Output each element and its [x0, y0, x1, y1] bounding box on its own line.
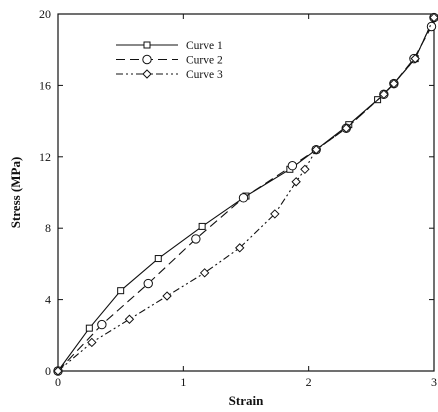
x-tick-label: 3: [431, 375, 437, 389]
series-2: [53, 12, 438, 376]
series-3-point: [300, 164, 310, 175]
series-2-point: [97, 319, 107, 330]
series-1-point: [198, 222, 206, 230]
series-2-point: [426, 21, 437, 32]
series-layer: [53, 12, 438, 376]
y-tick-label: 0: [45, 364, 51, 378]
legend-entry-2: Curve 2: [116, 55, 223, 67]
series-3-point: [87, 337, 97, 348]
series-3-point: [389, 78, 399, 89]
axes: [57, 13, 435, 372]
series-3-point: [410, 53, 420, 64]
x-tick-label: 1: [180, 375, 186, 389]
series-3-point: [162, 291, 172, 301]
x-tick-label: 2: [306, 375, 312, 389]
series-3-point: [429, 12, 438, 23]
y-tick-label: 16: [39, 78, 51, 92]
series-3-point: [199, 268, 210, 278]
series-1-point: [117, 287, 125, 295]
legend-entry-1: Curve 1: [116, 40, 223, 52]
y-tick-label: 20: [39, 7, 51, 21]
legend-marker-1: [143, 41, 151, 49]
series-3-point: [291, 177, 301, 187]
series-1-point: [85, 324, 93, 332]
y-axis-label: Stress (MPa): [8, 157, 23, 229]
series-3-point: [53, 366, 63, 376]
series-3-point: [379, 89, 389, 100]
legend-marker-3: [142, 69, 152, 79]
series-2-point: [143, 278, 153, 289]
series-3-point: [341, 123, 351, 133]
plot-frame: [57, 13, 435, 372]
legend-label-1: Curve 1: [186, 40, 223, 52]
y-tick-label: 4: [45, 293, 51, 307]
legend-marker-2: [142, 54, 152, 65]
series-1-point: [154, 255, 162, 263]
series-2-point: [238, 193, 249, 203]
y-tick-label: 8: [45, 221, 51, 235]
series-2-point: [287, 161, 298, 171]
x-axis-label: Strain: [229, 393, 264, 408]
y-tick-label: 12: [39, 150, 51, 164]
series-3-point: [235, 243, 245, 253]
legend-label-3: Curve 3: [186, 69, 223, 81]
legend: Curve 1 Curve 2 Curve 3: [116, 40, 223, 81]
series-3: [53, 12, 438, 376]
series-3-point: [124, 314, 135, 324]
series-3-point: [311, 144, 321, 155]
series-2-point: [191, 234, 201, 244]
legend-label-2: Curve 2: [186, 55, 223, 67]
legend-entry-3: Curve 3: [116, 69, 223, 81]
x-tick-label: 0: [55, 375, 61, 389]
series-3-point: [270, 209, 280, 219]
series-3-line: [57, 17, 435, 372]
